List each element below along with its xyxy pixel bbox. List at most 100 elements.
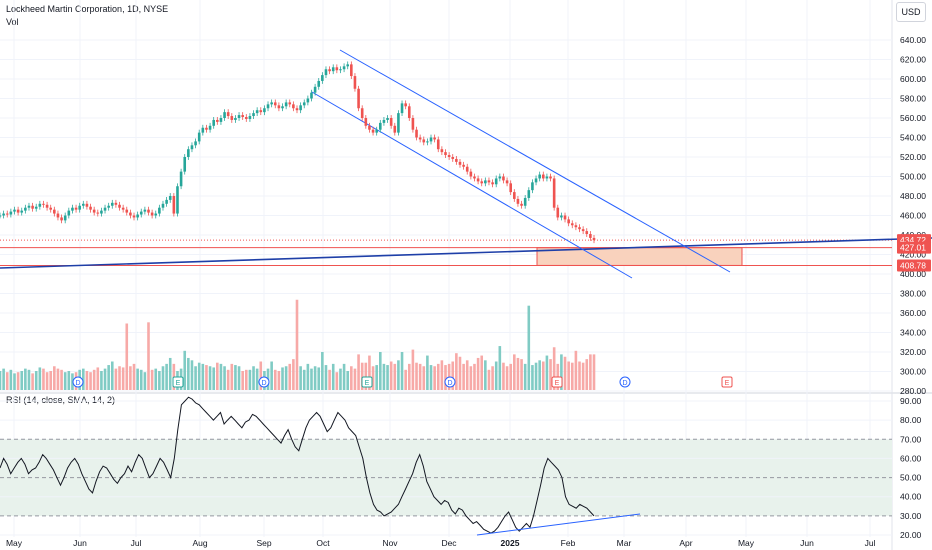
volume-bar xyxy=(82,368,85,390)
volume-bar xyxy=(132,363,136,390)
volume-bar xyxy=(16,372,20,390)
candle-body xyxy=(411,118,415,130)
rsi-tick-label: 20.00 xyxy=(900,530,922,540)
volume-label: Vol xyxy=(6,17,19,27)
volume-bar xyxy=(494,361,498,390)
price-tag-label: 434.72 xyxy=(900,235,926,245)
candle-body xyxy=(183,157,187,172)
volume-bar xyxy=(121,367,125,390)
candle-body xyxy=(13,209,16,212)
volume-bar xyxy=(480,355,484,390)
volume-bar xyxy=(513,354,516,390)
volume-bar xyxy=(444,365,447,390)
volume-bar xyxy=(516,357,520,390)
currency-button[interactable]: USD xyxy=(896,2,926,22)
volume-bar xyxy=(436,363,440,390)
dividend-marker-icon xyxy=(619,376,631,388)
candle-body xyxy=(299,105,302,111)
volume-bar xyxy=(531,365,534,390)
price-tick-label: 340.00 xyxy=(900,328,926,338)
candle-body xyxy=(455,158,458,162)
volume-bar xyxy=(259,361,263,390)
volume-bar xyxy=(118,366,121,390)
candle-body xyxy=(223,112,226,118)
candle-body xyxy=(288,102,292,105)
volume-bar xyxy=(230,363,234,390)
x-tick-label: Dec xyxy=(441,538,457,548)
candle-body xyxy=(531,182,534,191)
volume-bar xyxy=(342,363,346,390)
rsi-line xyxy=(0,396,595,534)
candle-body xyxy=(560,215,563,218)
volume-bar xyxy=(107,365,110,390)
volume-bar xyxy=(505,366,509,390)
volume-bar xyxy=(570,362,574,390)
volume-bar xyxy=(89,372,92,390)
candle-body xyxy=(139,211,143,215)
volume-bar xyxy=(567,361,570,390)
price-tick-label: 640.00 xyxy=(900,35,926,45)
candle-body xyxy=(360,108,364,118)
candle-body xyxy=(107,205,110,208)
volume-bar xyxy=(346,371,350,390)
volume-bar xyxy=(371,366,375,390)
volume-bar xyxy=(523,363,527,390)
volume-bar xyxy=(234,365,237,390)
candle-body xyxy=(161,203,165,208)
volume-bar xyxy=(197,362,201,390)
volume-bar xyxy=(397,360,400,390)
candle-body xyxy=(494,178,498,185)
volume-bar xyxy=(328,369,331,390)
candle-body xyxy=(85,203,89,207)
volume-bar xyxy=(143,372,147,390)
candle-body xyxy=(487,180,491,183)
dividend-marker-icon xyxy=(72,376,84,388)
candle-body xyxy=(125,209,129,213)
price-tick-label: 620.00 xyxy=(900,55,926,65)
volume-bar xyxy=(589,354,592,390)
volume-bar xyxy=(223,366,226,390)
volume-bar xyxy=(5,372,9,390)
candle-body xyxy=(121,207,125,210)
volume-bar xyxy=(53,366,56,390)
volume-bar xyxy=(219,363,223,390)
volume-bar xyxy=(49,371,53,390)
candle-body xyxy=(498,176,502,179)
candle-body xyxy=(266,104,270,109)
candle-body xyxy=(244,117,248,119)
volume-bar xyxy=(96,367,100,390)
candle-body xyxy=(89,206,92,210)
volume-bar xyxy=(357,354,360,390)
volume-bar xyxy=(299,366,302,390)
volume-bar xyxy=(165,363,168,390)
candle-body xyxy=(270,102,273,105)
candle-body xyxy=(45,204,49,208)
volume-bar xyxy=(545,355,549,390)
candle-body xyxy=(302,102,306,106)
volume-bar xyxy=(592,354,596,390)
volume-bar xyxy=(538,360,541,390)
volume-bar xyxy=(465,360,469,390)
volume-bar xyxy=(205,365,208,390)
volume-bar xyxy=(415,362,418,390)
price-tick-label: 500.00 xyxy=(900,172,926,182)
volume-bar xyxy=(2,368,5,390)
candle-body xyxy=(563,215,567,220)
volume-bar xyxy=(487,369,491,390)
price-tick-label: 300.00 xyxy=(900,367,926,377)
candle-body xyxy=(400,103,404,114)
volume-bar xyxy=(541,361,545,390)
candle-body xyxy=(63,215,67,221)
rsi-tick-label: 80.00 xyxy=(900,415,922,425)
candle-body xyxy=(281,106,284,109)
candle-body xyxy=(154,213,158,216)
candle-body xyxy=(9,211,13,215)
volume-bar xyxy=(139,369,143,390)
volume-bar xyxy=(581,362,585,390)
volume-bar xyxy=(422,366,426,390)
volume-bar xyxy=(386,365,389,390)
candle-body xyxy=(556,207,560,218)
candle-body xyxy=(24,207,27,211)
volume-bar xyxy=(273,369,277,390)
